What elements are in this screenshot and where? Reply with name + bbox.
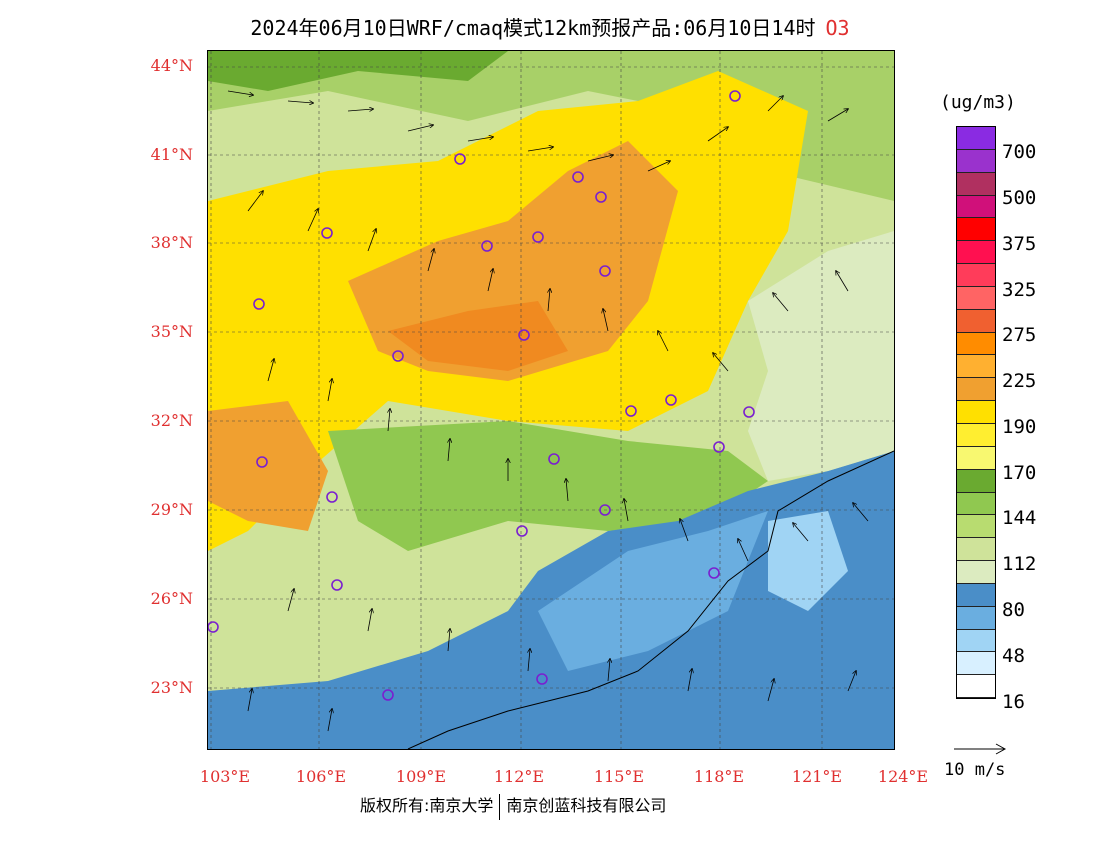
legend-color-cell xyxy=(957,401,995,424)
legend-label-16: 16 xyxy=(1002,691,1025,713)
city-markers xyxy=(208,90,755,701)
legend-color-cell xyxy=(957,332,995,356)
legend-color-cell xyxy=(957,446,995,470)
lon-label-124: 124°E xyxy=(877,767,929,786)
legend-label-225: 225 xyxy=(1002,370,1037,392)
lon-label-112: 112°E xyxy=(493,767,545,786)
legend-label-275: 275 xyxy=(1002,324,1037,346)
graticule xyxy=(208,51,894,749)
copyright-right: 南京创蓝科技有限公司 xyxy=(506,796,667,815)
legend-color-cell xyxy=(957,583,995,607)
coastline xyxy=(407,450,894,749)
lon-label-103: 103°E xyxy=(199,767,251,786)
legend-label-190: 190 xyxy=(1002,416,1037,438)
legend-color-cell xyxy=(957,561,995,584)
legend-color-cell xyxy=(957,538,995,562)
wind-vectors xyxy=(227,90,869,732)
legend-label-325: 325 xyxy=(1002,279,1037,301)
legend-label-500: 500 xyxy=(1002,187,1037,209)
legend-color-cell xyxy=(957,606,995,630)
legend-color-cell xyxy=(957,264,995,287)
legend-color-cell xyxy=(957,309,995,333)
legend-label-112: 112 xyxy=(1002,553,1037,575)
lat-label-35: 35°N xyxy=(150,322,193,341)
legend-color-cell xyxy=(957,492,995,516)
lat-label-38: 38°N xyxy=(150,233,193,252)
color-legend-bar xyxy=(956,126,996,700)
legend-color-cell xyxy=(957,629,995,653)
legend-color-cell xyxy=(957,127,995,150)
lon-label-109: 109°E xyxy=(395,767,447,786)
title-text: 2024年06月10日WRF/cmaq模式12km预报产品:06月10日14时 xyxy=(250,16,816,40)
lon-label-118: 118°E xyxy=(693,767,745,786)
lon-label-115: 115°E xyxy=(593,767,645,786)
legend-color-cell xyxy=(957,286,995,310)
legend-label-80: 80 xyxy=(1002,599,1025,621)
legend-color-cell xyxy=(957,675,995,699)
wind-reference-arrow-icon xyxy=(954,743,1007,755)
legend-color-cell xyxy=(957,378,995,402)
lon-label-121: 121°E xyxy=(791,767,843,786)
legend-color-cell xyxy=(957,149,995,173)
legend-color-cell xyxy=(957,469,995,493)
legend-color-cell xyxy=(957,423,995,447)
lat-label-23: 23°N xyxy=(150,678,193,697)
copyright-footer: 版权所有:南京大学 南京创蓝科技有限公司 xyxy=(360,792,666,820)
map-canvas xyxy=(208,51,894,749)
lat-label-26: 26°N xyxy=(150,589,193,608)
legend-color-cell xyxy=(957,218,995,242)
legend-label-170: 170 xyxy=(1002,462,1037,484)
lat-label-29: 29°N xyxy=(150,500,193,519)
legend-label-144: 144 xyxy=(1002,507,1037,529)
lon-label-106: 106°E xyxy=(295,767,347,786)
footer-divider xyxy=(499,793,501,820)
wind-reference-label: 10 m/s xyxy=(944,760,1006,780)
map-title: 2024年06月10日WRF/cmaq模式12km预报产品:06月10日14时 O… xyxy=(0,12,1100,41)
legend-label-375: 375 xyxy=(1002,233,1037,255)
legend-label-48: 48 xyxy=(1002,645,1025,667)
ozone-zone-blue xyxy=(208,451,894,749)
lat-label-41: 41°N xyxy=(150,145,193,164)
forecast-map[interactable] xyxy=(207,50,895,750)
legend-color-cell xyxy=(957,241,995,265)
copyright-left: 版权所有:南京大学 xyxy=(360,796,494,815)
legend-color-cell xyxy=(957,652,995,676)
legend-label-700: 700 xyxy=(1002,141,1037,163)
legend-color-cell xyxy=(957,355,995,379)
lat-label-32: 32°N xyxy=(150,411,193,430)
legend-unit: (ug/m3) xyxy=(940,92,1016,113)
legend-color-cell xyxy=(957,195,995,219)
legend-color-cell xyxy=(957,515,995,539)
lat-label-44: 44°N xyxy=(150,56,193,75)
legend-color-cell xyxy=(957,172,995,196)
pollutant-label: O3 xyxy=(825,16,850,40)
